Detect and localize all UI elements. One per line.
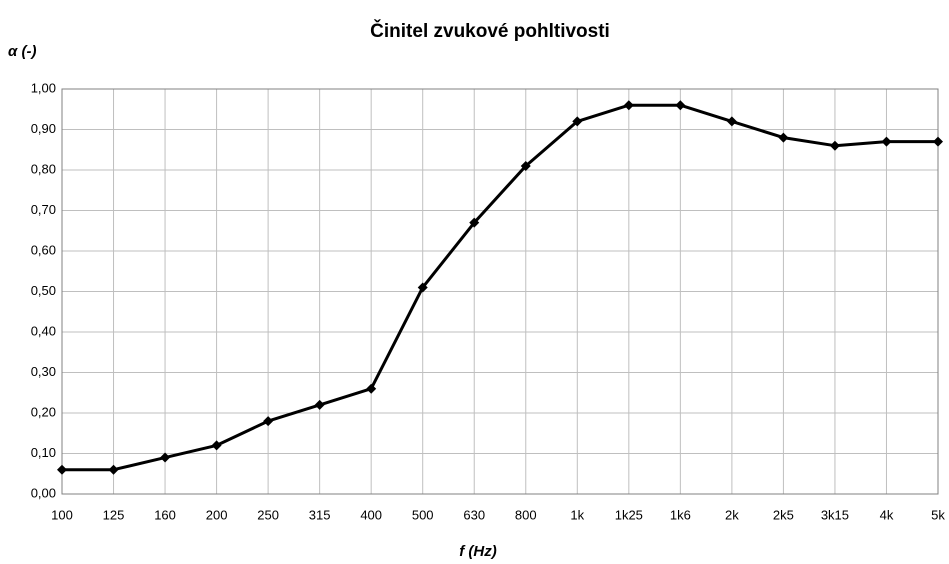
x-tick-label: 200	[206, 507, 228, 522]
marker	[778, 132, 789, 143]
marker	[726, 116, 737, 127]
marker	[211, 440, 222, 451]
y-axis-label: α (-)	[8, 43, 36, 60]
marker	[469, 217, 480, 228]
y-tick-label: 0,90	[31, 121, 56, 136]
marker	[366, 383, 377, 394]
x-axis-label: f (Hz)	[459, 543, 497, 560]
marker	[160, 452, 171, 463]
y-tick-label: 0,40	[31, 323, 56, 338]
x-tick-label: 315	[309, 507, 331, 522]
marker	[417, 282, 428, 293]
y-tick-label: 0,00	[31, 485, 56, 500]
x-tick-label: 400	[360, 507, 382, 522]
marker	[57, 464, 67, 475]
marker	[881, 136, 892, 147]
line	[62, 103, 938, 472]
marker	[933, 136, 943, 147]
y-tick-label: 0,20	[31, 404, 56, 419]
marker	[572, 116, 583, 127]
y-tick-label: 0,70	[31, 202, 56, 217]
x-tick-label: 125	[103, 507, 125, 522]
x-tick-label: 1k25	[615, 507, 643, 522]
marker	[108, 464, 119, 475]
x-tick-label: 2k5	[773, 507, 794, 522]
x-tick-label: 5k	[931, 507, 945, 522]
marker	[314, 399, 325, 410]
marker	[623, 100, 634, 111]
x-tick-label: 2k	[725, 507, 739, 522]
x-tick-label: 100	[51, 507, 73, 522]
x-tick-label: 500	[412, 507, 434, 522]
x-tick-label: 4k	[880, 507, 894, 522]
y-tick-label: 0,60	[31, 242, 56, 257]
y-tick-label: 0,50	[31, 283, 56, 298]
y-tick-label: 0,80	[31, 161, 56, 176]
y-tick-label: 0,30	[31, 364, 56, 379]
x-tick-label: 630	[463, 507, 485, 522]
y-tick-label: 1,00	[31, 80, 56, 95]
marker	[675, 100, 686, 111]
x-tick-label: 800	[515, 507, 537, 522]
x-tick-label: 3k15	[821, 507, 849, 522]
y-tick-label: 0,10	[31, 445, 56, 460]
marker	[520, 160, 531, 171]
plot-border	[61, 88, 939, 495]
chart-title: Činitel zvukové pohltivosti	[370, 20, 610, 42]
x-tick-label: 160	[154, 507, 176, 522]
x-tick-label: 1k	[570, 507, 584, 522]
x-tick-label: 250	[257, 507, 279, 522]
marker	[829, 140, 840, 151]
marker	[263, 416, 274, 427]
x-tick-label: 1k6	[670, 507, 691, 522]
